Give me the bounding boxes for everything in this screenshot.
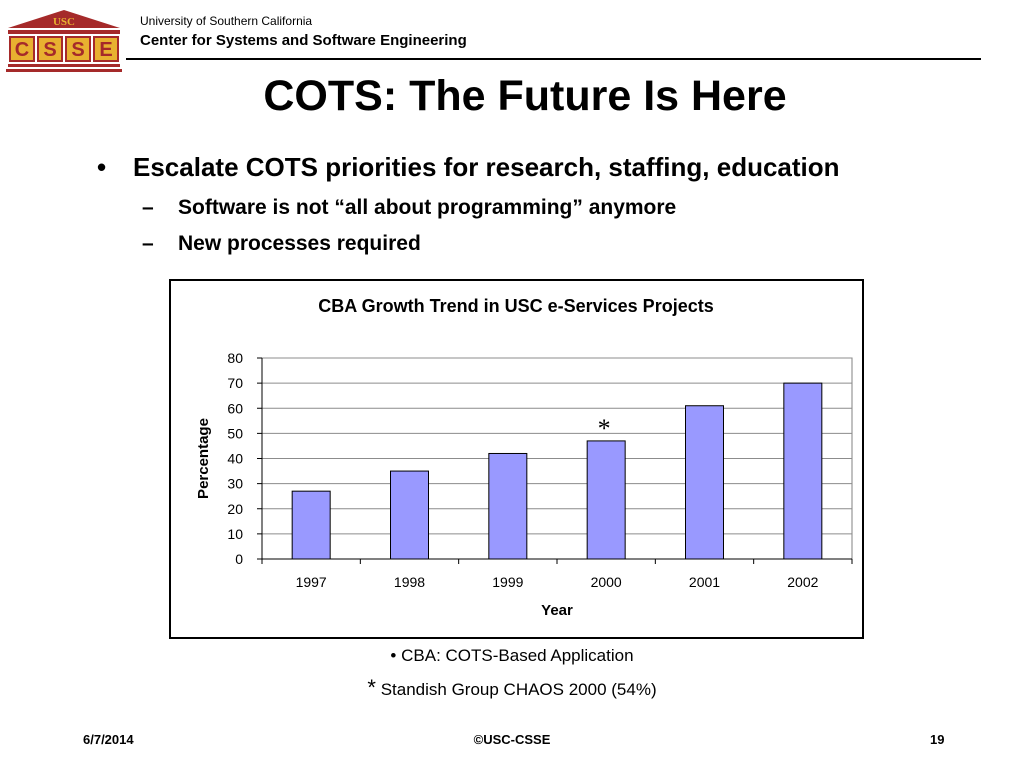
logo-letter: S xyxy=(43,39,56,61)
dash-symbol: – xyxy=(142,196,154,219)
sub-bullet-text: Software is not “all about programming” … xyxy=(178,196,677,219)
logo-letter: E xyxy=(99,39,112,61)
y-tick-label: 10 xyxy=(227,526,243,542)
note-bullet: • xyxy=(390,646,397,665)
logo-letter: S xyxy=(71,39,84,61)
footer-copyright: ©USC-CSSE xyxy=(473,732,551,747)
logo-roof xyxy=(8,10,120,28)
bar xyxy=(586,440,626,560)
bar xyxy=(291,490,331,560)
x-axis-title: Year xyxy=(541,602,573,619)
y-axis-title: Percentage xyxy=(195,418,212,499)
chart-title: CBA Growth Trend in USC e-Services Proje… xyxy=(318,296,713,316)
footer-page-number: 19 xyxy=(930,732,945,747)
y-tick-label: 0 xyxy=(235,551,243,567)
bar xyxy=(783,382,823,560)
slide-title: COTS: The Future Is Here xyxy=(263,72,787,120)
y-tick-label: 60 xyxy=(227,400,243,416)
logo-beam xyxy=(8,30,120,34)
dash-symbol: – xyxy=(142,232,154,255)
footer-date: 6/7/2014 xyxy=(83,732,134,747)
x-tick-label: 1998 xyxy=(394,574,425,590)
y-tick-label: 40 xyxy=(227,451,243,467)
note-standish-text: Standish Group CHAOS 2000 (54%) xyxy=(380,680,657,699)
bar xyxy=(685,405,724,560)
usc-csse-logo: USC C S S E xyxy=(6,10,122,72)
logo-letter: C xyxy=(15,39,29,61)
logo-base xyxy=(8,64,120,67)
x-tick-label: 2000 xyxy=(591,574,622,590)
x-tick-label: 1999 xyxy=(492,574,523,590)
x-tick-label: 2001 xyxy=(689,574,720,590)
bar xyxy=(488,452,528,560)
bar-chart: CBA Growth Trend in USC e-Services Proje… xyxy=(195,296,853,619)
x-tick-label: 2002 xyxy=(787,574,818,590)
y-tick-label: 30 xyxy=(227,476,243,492)
logo-base-bottom xyxy=(6,69,122,72)
bar-annotation: * xyxy=(598,414,611,443)
y-tick-label: 80 xyxy=(227,350,243,366)
y-tick-label: 50 xyxy=(227,425,243,441)
y-tick-label: 20 xyxy=(227,501,243,517)
y-tick-label: 70 xyxy=(227,375,243,391)
note-asterisk: * xyxy=(367,675,376,700)
university-name: University of Southern California xyxy=(140,14,313,28)
sub-bullet-text: New processes required xyxy=(178,232,421,255)
note-cba-text: CBA: COTS-Based Application xyxy=(401,646,634,665)
note-cba: • CBA: COTS-Based Application xyxy=(0,646,1024,666)
center-name: Center for Systems and Software Engineer… xyxy=(140,32,467,49)
bar xyxy=(390,470,429,560)
note-standish: * Standish Group CHAOS 2000 (54%) xyxy=(0,675,1024,701)
chart-frame: CBA Growth Trend in USC e-Services Proje… xyxy=(169,279,864,639)
main-bullet-text: Escalate COTS priorities for research, s… xyxy=(133,152,840,182)
x-tick-label: 1997 xyxy=(296,574,327,590)
header-divider xyxy=(126,58,981,60)
logo-letters: C S S E xyxy=(9,36,119,62)
logo-usc-text: USC xyxy=(53,16,75,28)
bullet-symbol: • xyxy=(97,152,107,182)
